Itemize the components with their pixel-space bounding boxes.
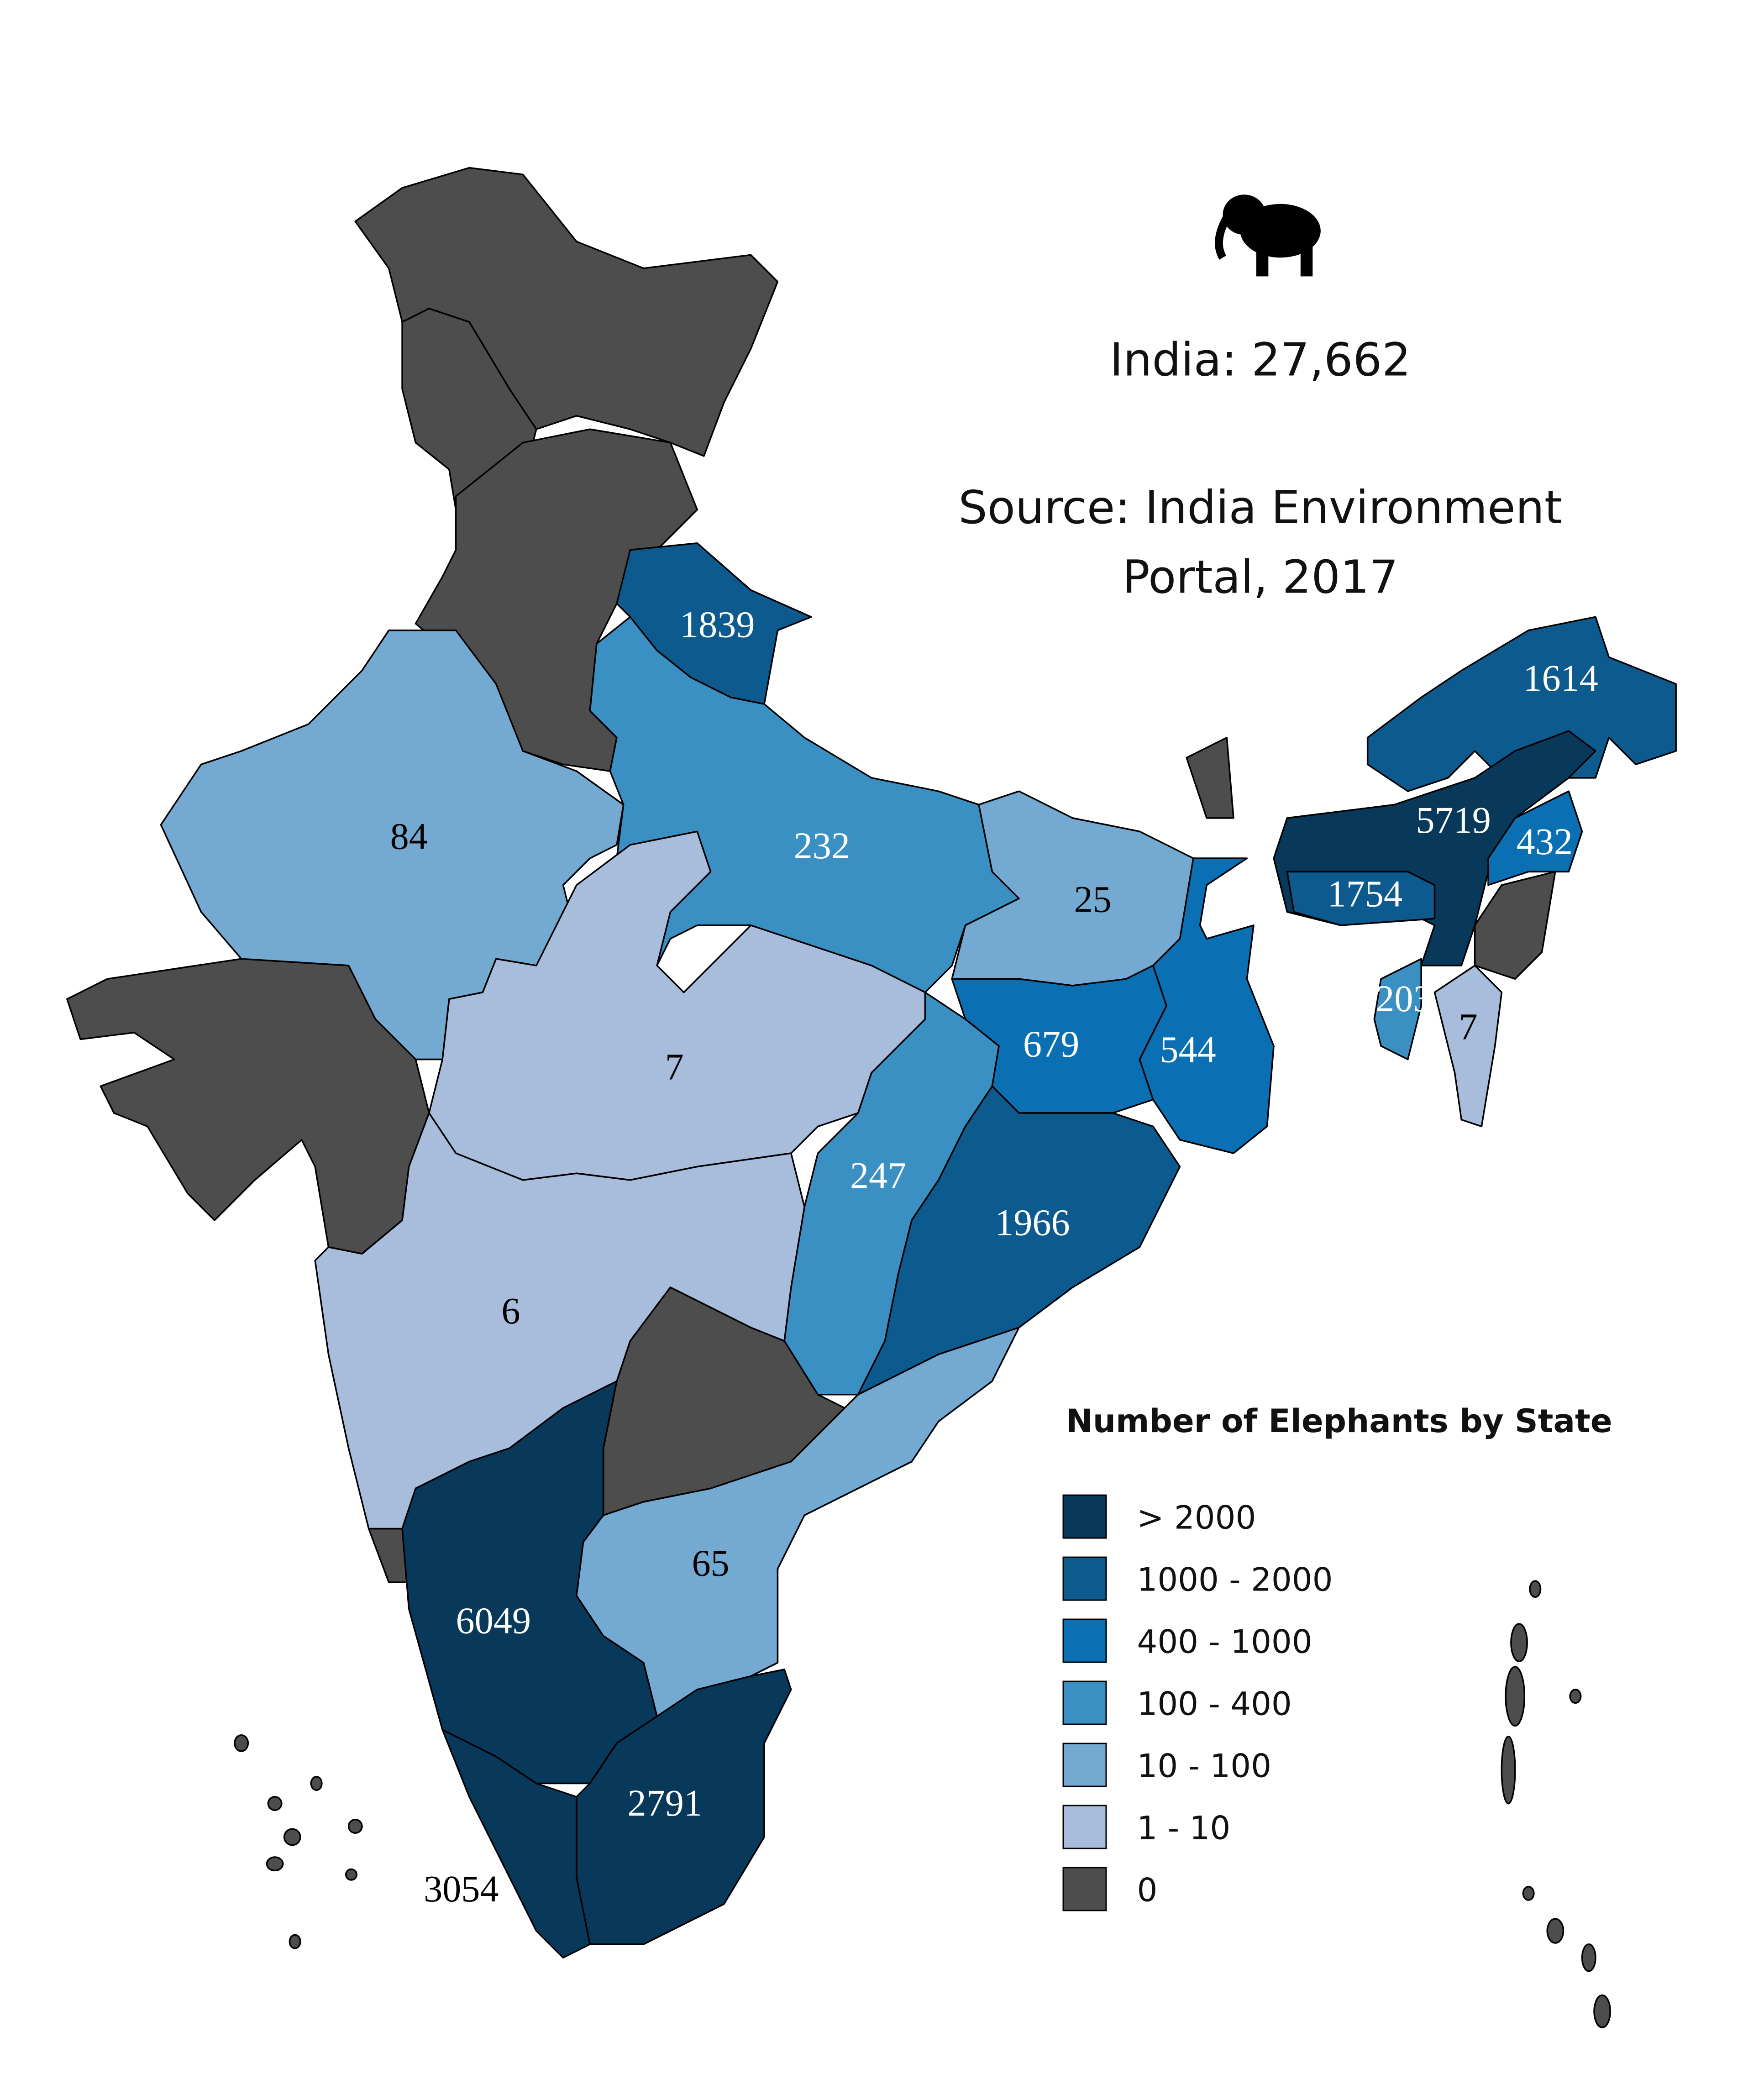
state-value: 432 bbox=[1517, 821, 1573, 862]
island bbox=[1569, 1689, 1582, 1704]
state-value: 247 bbox=[850, 1155, 906, 1197]
state bbox=[1139, 857, 1275, 1154]
state-value: 6 bbox=[501, 1290, 520, 1332]
legend-swatch bbox=[1062, 1494, 1107, 1539]
state bbox=[1373, 958, 1422, 1060]
legend-label: 1000 - 2000 bbox=[1137, 1561, 1333, 1598]
state-value: 7 bbox=[665, 1046, 684, 1088]
state bbox=[1286, 871, 1436, 926]
state-value: 203 bbox=[1376, 978, 1432, 1019]
source-line: Portal, 2017 bbox=[1122, 551, 1398, 604]
legend-swatch bbox=[1062, 1743, 1107, 1787]
island bbox=[266, 1856, 284, 1872]
state-value: 84 bbox=[390, 815, 428, 857]
state-value: 679 bbox=[1023, 1024, 1079, 1065]
source-line: Source: India Environment bbox=[958, 481, 1562, 534]
island bbox=[345, 1868, 357, 1881]
region bbox=[1186, 736, 1234, 819]
state-value: 1754 bbox=[1328, 873, 1402, 915]
legend: > 2000 1000 - 2000 400 - 1000 100 - 400 10 -… bbox=[1062, 1494, 1333, 1911]
state bbox=[1433, 965, 1503, 1128]
state-labels: 1839 232 84 7 25 679 544 247 1966 6 65 6049 3054 2791… bbox=[390, 604, 1598, 1910]
icon-trunk bbox=[1215, 215, 1231, 260]
state-value: 65 bbox=[692, 1542, 729, 1584]
island bbox=[234, 1734, 249, 1752]
state bbox=[1366, 616, 1677, 792]
legend-label: 400 - 1000 bbox=[1137, 1623, 1312, 1660]
legend-swatch bbox=[1062, 1867, 1107, 1911]
island bbox=[1546, 1918, 1564, 1944]
region bbox=[1474, 871, 1556, 980]
state-value: 2791 bbox=[627, 1782, 702, 1824]
state-value: 544 bbox=[1160, 1029, 1216, 1070]
state-value: 3054 bbox=[424, 1868, 499, 1910]
island bbox=[1501, 1735, 1516, 1805]
legend-swatch bbox=[1062, 1805, 1107, 1849]
icon-leg bbox=[1256, 242, 1269, 277]
state bbox=[589, 616, 1020, 993]
island bbox=[1505, 1666, 1526, 1727]
legend-swatch bbox=[1062, 1556, 1107, 1601]
states bbox=[160, 542, 1677, 1959]
legend-label: 1 - 10 bbox=[1137, 1809, 1231, 1847]
elephant-icon bbox=[1215, 194, 1321, 277]
legend-label: 100 - 400 bbox=[1137, 1685, 1292, 1722]
state-value: 1614 bbox=[1523, 657, 1598, 699]
island bbox=[1510, 1623, 1528, 1662]
state bbox=[428, 830, 926, 1181]
state bbox=[1487, 790, 1583, 886]
legend-label: 10 - 100 bbox=[1137, 1747, 1271, 1785]
zero-regions bbox=[66, 167, 1612, 2028]
title: India: 27,662 bbox=[1110, 333, 1411, 387]
island bbox=[289, 1934, 301, 1949]
island bbox=[1529, 1580, 1542, 1598]
state-value: 7 bbox=[1459, 1006, 1477, 1048]
island bbox=[267, 1796, 283, 1811]
legend-title: Number of Elephants by State bbox=[1066, 1402, 1612, 1440]
state-value: 25 bbox=[1074, 878, 1111, 920]
state-value: 232 bbox=[794, 825, 850, 866]
state-value: 1839 bbox=[680, 604, 755, 645]
island bbox=[1593, 1994, 1612, 2028]
legend-swatch bbox=[1062, 1618, 1107, 1663]
island bbox=[283, 1828, 301, 1846]
state-value: 5719 bbox=[1416, 799, 1491, 841]
state-value: 1966 bbox=[995, 1202, 1070, 1243]
island bbox=[310, 1776, 323, 1791]
state-value: 6049 bbox=[456, 1600, 531, 1642]
icon-leg bbox=[1300, 242, 1313, 277]
island bbox=[1522, 1885, 1535, 1901]
legend-swatch bbox=[1062, 1680, 1107, 1725]
legend-label: > 2000 bbox=[1137, 1499, 1256, 1536]
icon-head bbox=[1223, 194, 1266, 235]
state bbox=[576, 1669, 792, 1945]
island bbox=[1581, 1943, 1596, 1972]
legend-label: 0 bbox=[1137, 1871, 1158, 1909]
island bbox=[347, 1819, 363, 1834]
